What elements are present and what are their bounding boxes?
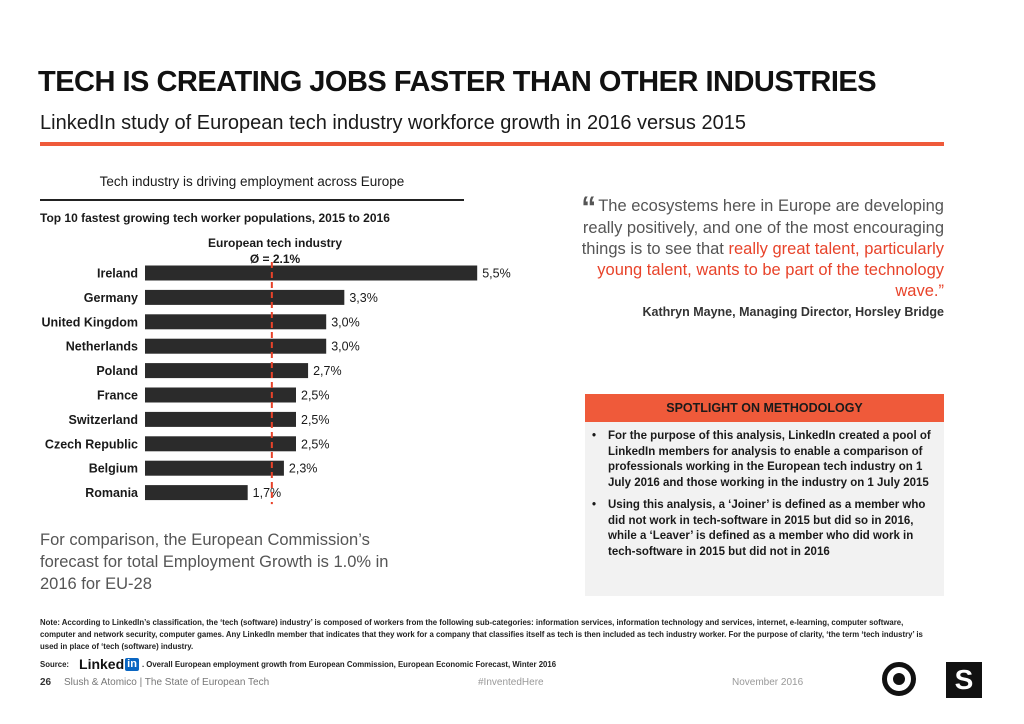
bar-category-label: Poland xyxy=(96,364,138,378)
bar xyxy=(145,387,296,403)
bar xyxy=(145,411,296,427)
bar-category-label: Czech Republic xyxy=(45,437,138,451)
bar-category-label: United Kingdom xyxy=(41,315,138,329)
page-title: TECH IS CREATING JOBS FASTER THAN OTHER … xyxy=(38,66,877,98)
bar-value-label: 2,5% xyxy=(301,389,330,403)
chart-heading: Tech industry is driving employment acro… xyxy=(99,174,405,189)
quote-block: “The ecosystems here in Europe are devel… xyxy=(580,193,944,302)
bar-value-label: 5,5% xyxy=(482,267,511,281)
source-line: Source: Linked in . Overall European empl… xyxy=(40,656,556,672)
bar-value-label: 3,3% xyxy=(349,291,378,305)
bar-category-label: Romania xyxy=(85,486,139,500)
quote-author: Kathryn Mayne, Managing Director, Horsle… xyxy=(642,305,944,319)
methodology-list: • For the purpose of this analysis, Link… xyxy=(592,429,937,567)
bar-category-label: Germany xyxy=(84,291,138,305)
bar-value-label: 1,7% xyxy=(253,486,282,500)
quote-text: The ecosystems here in Europe are develo… xyxy=(581,197,944,258)
bar-value-label: 2,7% xyxy=(313,364,342,378)
linkedin-logo-icon: Linked in xyxy=(79,656,139,672)
methodology-bullet: • Using this analysis, a ‘Joiner’ is def… xyxy=(592,498,937,560)
bar xyxy=(145,485,248,501)
methodology-panel xyxy=(585,394,944,596)
average-label-line2: Ø = 2.1% xyxy=(249,252,301,266)
bar-chart: Ireland 5,5% Germany 3,3% United Kingdom 3,0%… xyxy=(41,262,511,505)
quote-highlight: really great talent, particularly young … xyxy=(597,240,944,300)
quote-mark-icon: “ xyxy=(581,191,597,224)
bullet-icon: • xyxy=(592,499,597,511)
slush-logo-icon: S xyxy=(946,662,982,698)
bar-category-label: France xyxy=(97,389,138,403)
bar xyxy=(145,338,327,354)
bar-value-label: 2,5% xyxy=(301,413,330,427)
bar-value-label: 2,5% xyxy=(301,437,330,451)
bar-category-label: Belgium xyxy=(89,462,138,476)
footer-hashtag: #InventedHere xyxy=(478,677,544,688)
footer-publisher: Slush & Atomico | The State of European … xyxy=(64,677,270,688)
bar xyxy=(145,460,284,476)
accent-divider xyxy=(40,142,944,146)
source-label: Source: xyxy=(40,659,70,669)
bar xyxy=(145,265,478,281)
methodology-title: SPOTLIGHT ON METHODOLOGY xyxy=(585,394,944,422)
bar-value-label: 3,0% xyxy=(331,340,360,354)
bar-category-label: Netherlands xyxy=(66,340,138,354)
methodology-bullet-text: Using this analysis, a ‘Joiner’ is defin… xyxy=(608,499,926,558)
methodology-bullet-text: For the purpose of this analysis, Linked… xyxy=(608,430,931,489)
bar-value-label: 2,3% xyxy=(289,462,318,476)
bar xyxy=(145,436,296,452)
bar-value-label: 3,0% xyxy=(331,315,360,329)
comparison-text: For comparison, the European Commission’… xyxy=(40,531,389,593)
source-text: . Overall European employment growth fro… xyxy=(141,659,557,669)
bar-category-label: Switzerland xyxy=(69,413,138,427)
chart-subheading: Top 10 fastest growing tech worker popul… xyxy=(40,211,390,225)
atomico-logo-icon xyxy=(882,662,916,696)
methodology-bullet: • For the purpose of this analysis, Link… xyxy=(592,429,937,491)
average-label: European tech industry Ø = 2.1% xyxy=(180,235,370,267)
bar xyxy=(145,314,327,330)
page-number: 26 xyxy=(40,677,52,688)
bullet-icon: • xyxy=(592,430,597,442)
average-label-line1: European tech industry xyxy=(207,236,343,250)
bar xyxy=(145,289,345,305)
bar xyxy=(145,363,309,379)
page-subtitle: LinkedIn study of European tech industry… xyxy=(40,112,746,134)
bar-category-label: Ireland xyxy=(97,267,138,281)
chart-heading-rule xyxy=(40,199,464,201)
footer-date: November 2016 xyxy=(732,677,804,688)
footnote: Note: According to LinkedIn’s classifica… xyxy=(40,618,923,651)
